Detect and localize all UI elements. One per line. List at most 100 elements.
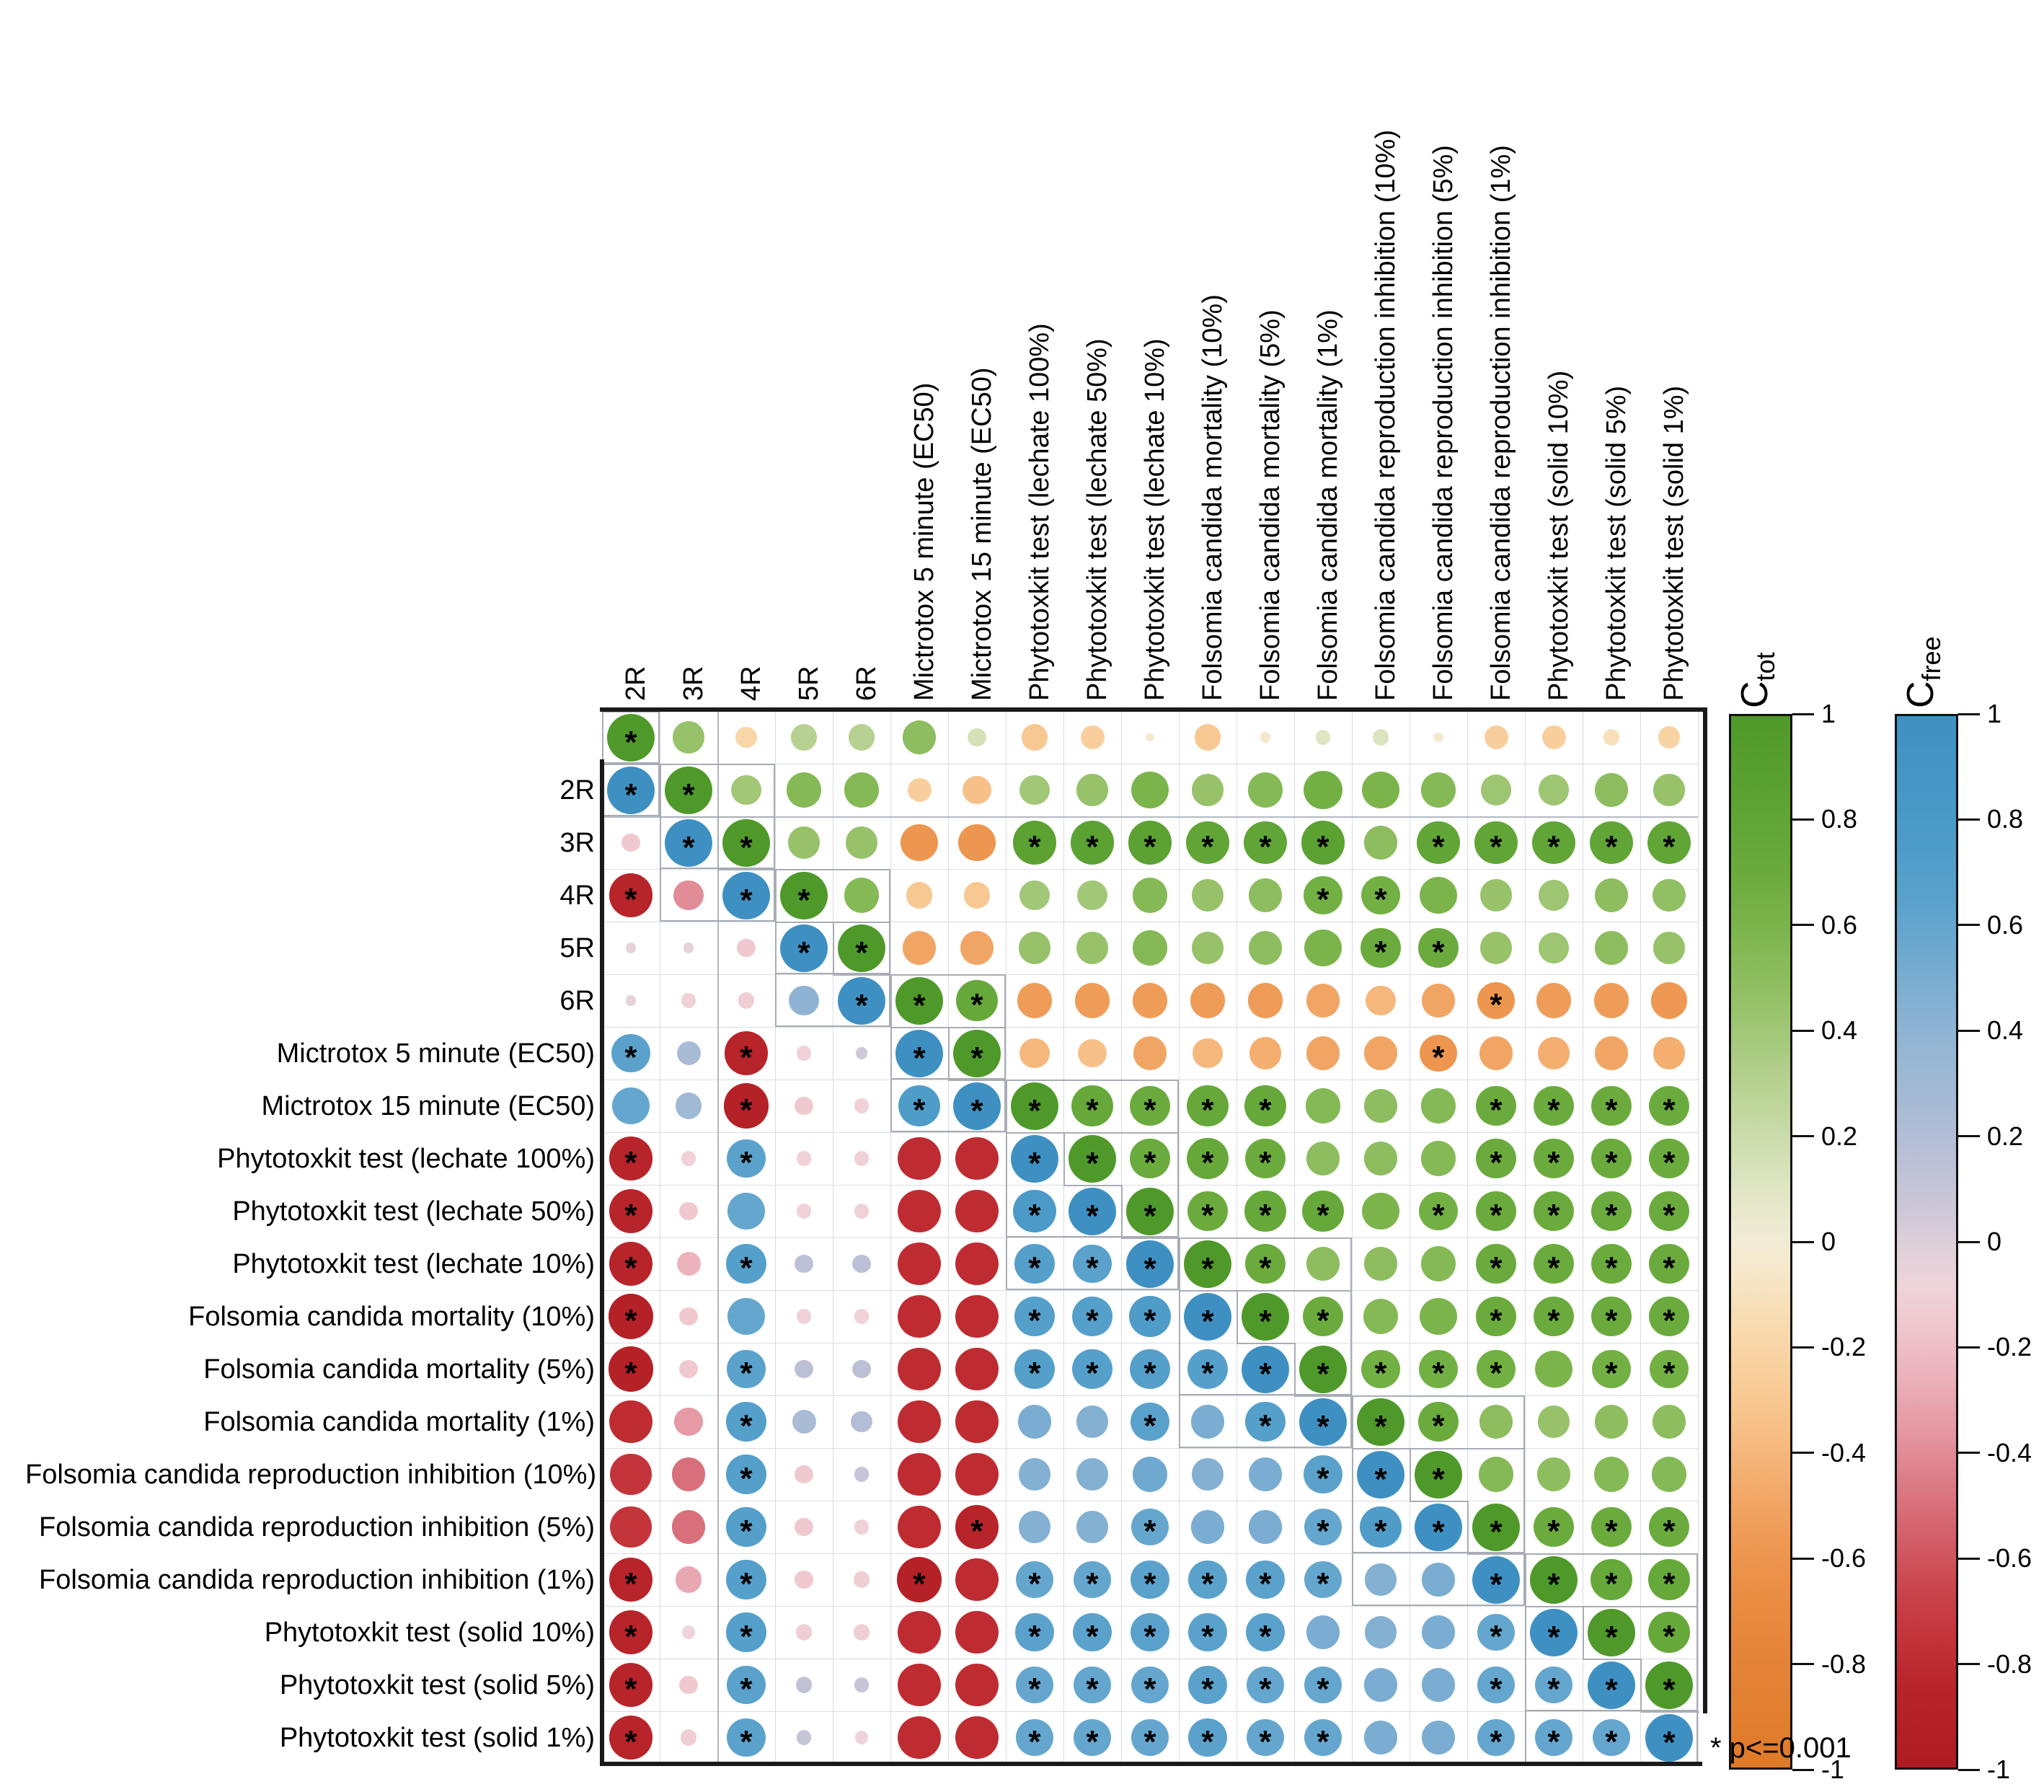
significance-star: * — [1259, 1145, 1272, 1181]
significance-star: * — [1317, 829, 1330, 865]
ctot-correlation-dot: * — [1590, 1558, 1632, 1601]
cfree-correlation-dot: * — [727, 1718, 766, 1760]
significance-star: * — [1490, 1724, 1503, 1760]
ctot-correlation-dot — [1304, 770, 1342, 810]
significance-star: * — [1143, 1619, 1156, 1655]
cfree-correlation-dot — [737, 938, 756, 958]
significance-star: * — [624, 1040, 637, 1076]
ctot-correlation-dot: * — [1590, 821, 1633, 864]
colorbar-tick — [1792, 1240, 1814, 1243]
stair-h — [1640, 1711, 1699, 1713]
significance-star: * — [740, 1724, 753, 1760]
cfree-correlation-dot — [898, 1663, 941, 1706]
cfree-correlation-dot: * — [1013, 1189, 1056, 1232]
significance-star: * — [740, 1356, 753, 1392]
cfree-correlation-dot: * — [1246, 1612, 1285, 1653]
ctot-correlation-dot — [1191, 932, 1224, 964]
cfree-correlation-dot — [795, 1624, 813, 1641]
ctot-correlation-dot — [901, 824, 938, 862]
ctot-correlation-dot — [1421, 984, 1456, 1018]
ctot-correlation-dot: * — [895, 976, 943, 1025]
colorbar-tick-label: 1 — [1821, 699, 1836, 728]
cfree-correlation-dot: * — [1016, 1718, 1053, 1758]
cfree-correlation-dot — [955, 1400, 999, 1443]
cfree-correlation-dot: * — [665, 818, 712, 867]
cfree-correlation-dot — [1076, 1405, 1109, 1438]
significance-star: * — [1605, 1724, 1618, 1760]
cfree-correlation-dot: * — [727, 1349, 766, 1392]
significance-star: * — [740, 1250, 753, 1286]
cfree-correlation-dot: * — [1360, 1506, 1402, 1550]
cfree-correlation-dot: * — [1188, 1560, 1227, 1600]
cfree-correlation-dot — [796, 1309, 812, 1324]
significance-star: * — [1028, 829, 1041, 865]
significance-star: * — [1605, 1145, 1618, 1181]
colorbar-tick-label: 1 — [1987, 699, 2002, 728]
ctot-correlation-dot — [1191, 879, 1224, 912]
cfree-correlation-dot: * — [1247, 1666, 1284, 1705]
significance-star: * — [1605, 1198, 1618, 1234]
significance-star: * — [1374, 1514, 1387, 1550]
cfree-correlation-dot: * — [726, 1454, 766, 1495]
cfree-correlation-dot: * — [1535, 1666, 1572, 1705]
ctot-correlation-dot — [1479, 879, 1513, 912]
ctot-correlation-dot — [1017, 983, 1053, 1018]
significance-star: * — [855, 987, 868, 1023]
ctot-correlation-dot — [906, 882, 933, 909]
significance-star: * — [1547, 1093, 1560, 1129]
ctot-title-sub: tot — [1751, 652, 1780, 681]
ctot-correlation-dot — [735, 726, 757, 749]
significance-star: * — [1374, 935, 1387, 971]
ctot-correlation-dot — [844, 878, 880, 913]
colorbar-tick — [1792, 1557, 1814, 1560]
ctot-correlation-dot — [1133, 1036, 1167, 1070]
cfree-correlation-dot — [679, 1307, 698, 1326]
cfree-correlation-dot — [854, 1204, 870, 1219]
cfree-correlation-dot: * — [1477, 1613, 1515, 1655]
stair-h — [1467, 1553, 1526, 1555]
significance-star: * — [1143, 1093, 1156, 1129]
ctot-correlation-dot — [1536, 1457, 1571, 1491]
cfree-correlation-dot — [1132, 1457, 1168, 1492]
significance-star: * — [1374, 1356, 1387, 1392]
cfree-correlation-dot: * — [1131, 1508, 1169, 1548]
cfree-correlation-dot — [727, 1297, 765, 1336]
ctot-correlation-dot — [1484, 725, 1508, 749]
row-label: Folsomia candida mortality (1%) — [203, 1406, 595, 1437]
ctot-correlation-dot: * — [1534, 1506, 1574, 1548]
row-label: Phytotoxkit test (lechate 10%) — [232, 1248, 595, 1279]
significance-star: * — [624, 777, 637, 813]
cfree-correlation-dot: * — [607, 766, 655, 814]
cfree-correlation-dot — [795, 1359, 813, 1379]
cfree-correlation-dot — [1364, 1563, 1397, 1596]
stair-v — [1467, 1501, 1469, 1553]
cfree-correlation-dot: * — [896, 1557, 942, 1602]
significance-star: * — [1259, 829, 1272, 865]
significance-star: * — [1663, 1566, 1676, 1602]
grid-line-h — [602, 1553, 1698, 1554]
ctot-correlation-dot: * — [1419, 1349, 1458, 1390]
ctot-correlation-dot — [1433, 732, 1443, 743]
cfree-correlation-dot: * — [1588, 1661, 1635, 1709]
ctot-correlation-dot: * — [1476, 1243, 1516, 1284]
cfree-correlation-dot: * — [1069, 1187, 1116, 1235]
cfree-correlation-dot: * — [1014, 1243, 1055, 1284]
cfree-correlation-dot: * — [1014, 1296, 1055, 1337]
ctot-correlation-dot: * — [1649, 1138, 1689, 1179]
significance-star: * — [1490, 1619, 1503, 1655]
matrix-border-left — [600, 759, 604, 1765]
cfree-correlation-dot — [854, 1151, 870, 1166]
significance-star: * — [1605, 1514, 1618, 1550]
colorbar-tick — [1958, 924, 1980, 927]
row-label: Folsomia candida reproduction inhibition… — [39, 1564, 595, 1595]
cfree-correlation-dot — [738, 992, 755, 1009]
cfree-correlation-dot — [795, 1254, 813, 1274]
stair-v — [1640, 1659, 1642, 1711]
ctot-correlation-dot: * — [1476, 1085, 1516, 1126]
column-label: Phytotoxkit test (solid 1%) — [1659, 385, 1689, 701]
ctot-correlation-dot: * — [1420, 1034, 1457, 1074]
ctot-correlation-dot — [848, 724, 875, 751]
colorbar-tick — [1792, 1663, 1814, 1666]
cfree-correlation-dot: * — [1247, 1718, 1284, 1758]
cfree-correlation-dot — [854, 1098, 870, 1113]
